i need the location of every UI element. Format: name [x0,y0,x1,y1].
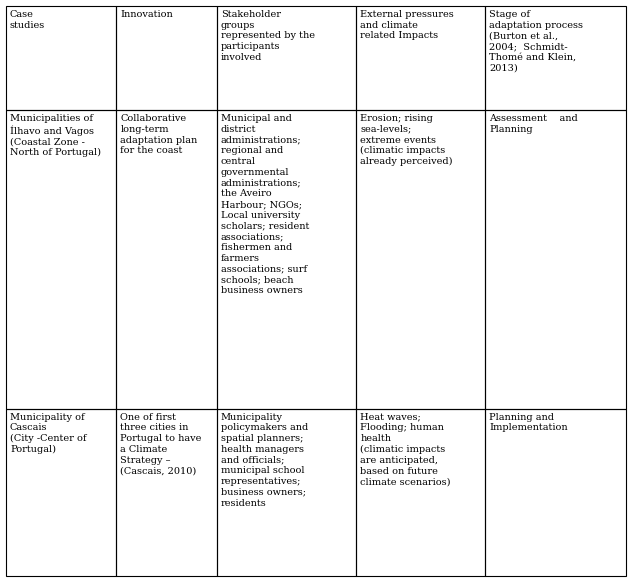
Text: Stage of
adaptation process
(Burton et al.,
2004;  Schmidt-
Thomé and Klein,
201: Stage of adaptation process (Burton et a… [489,10,583,73]
Text: Erosion; rising
sea-levels;
extreme events
(climatic impacts
already perceived): Erosion; rising sea-levels; extreme even… [360,114,453,166]
Text: Municipal and
district
administrations;
regional and
central
governmental
admini: Municipal and district administrations; … [221,114,309,295]
Bar [217,6,356,110]
Text: Case
studies: Case studies [10,10,46,30]
Text: External pressures
and climate
related Impacts: External pressures and climate related I… [360,10,454,41]
Text: Innovation: Innovation [120,10,173,19]
Bar [6,110,116,409]
Bar [485,110,626,409]
Bar [116,110,217,409]
Text: Heat waves;
Flooding; human
health
(climatic impacts
are anticipated,
based on f: Heat waves; Flooding; human health (clim… [360,413,451,487]
Text: Municipality
policymakers and
spatial planners;
health managers
and officials;
m: Municipality policymakers and spatial pl… [221,413,308,508]
Text: Collaborative
long-term
adaptation plan
for the coast: Collaborative long-term adaptation plan … [120,114,198,155]
Text: One of first
three cities in
Portugal to have
a Climate
Strategy –
(Cascais, 201: One of first three cities in Portugal to… [120,413,202,475]
Text: Municipality of
Cascais
(City -Center of
Portugal): Municipality of Cascais (City -Center of… [10,413,87,454]
Text: Municipalities of
Ílhavo and Vagos
(Coastal Zone -
North of Portugal): Municipalities of Ílhavo and Vagos (Coas… [10,114,101,157]
Text: Stakeholder
groups
represented by the
participants
involved: Stakeholder groups represented by the pa… [221,10,315,62]
Bar [217,110,356,409]
Bar [116,409,217,576]
Bar [356,6,485,110]
Bar [356,110,485,409]
Bar [485,409,626,576]
Bar [356,409,485,576]
Text: Assessment    and
Planning: Assessment and Planning [489,114,578,134]
Bar [217,409,356,576]
Bar [6,409,116,576]
Bar [485,6,626,110]
Text: Planning and
Implementation: Planning and Implementation [489,413,568,432]
Bar [6,6,116,110]
Bar [116,6,217,110]
